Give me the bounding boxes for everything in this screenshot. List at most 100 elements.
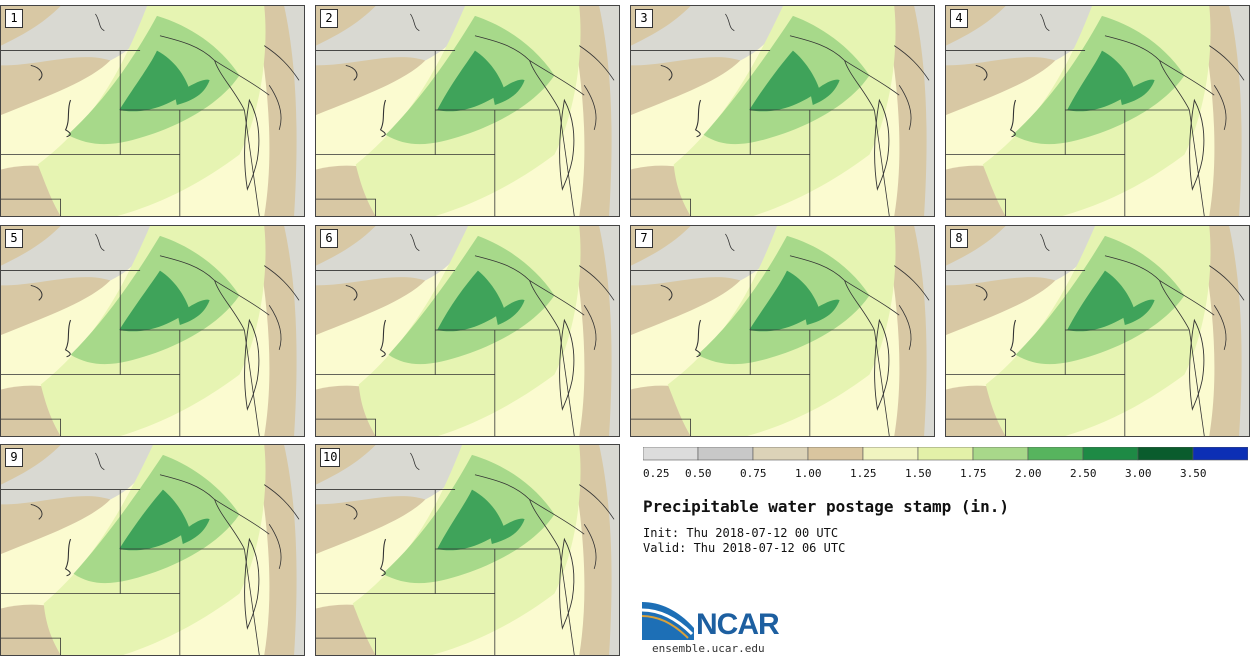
tan-band xyxy=(631,277,741,335)
colorbar-swatch xyxy=(752,447,809,461)
map-field xyxy=(316,6,619,216)
panel-label: 5 xyxy=(5,229,23,248)
colorbar-swatch xyxy=(917,447,974,461)
forecast-panel-2: 2 xyxy=(315,5,620,217)
map-field xyxy=(1,6,304,216)
high-pw-core xyxy=(119,50,190,112)
panel-label: 8 xyxy=(950,229,968,248)
colorbar-tick-label: 1.25 xyxy=(850,467,877,480)
east-gray-region xyxy=(599,6,619,216)
east-gray-region xyxy=(284,6,304,216)
high-pw-core-east xyxy=(492,79,525,106)
east-tan-region xyxy=(1199,6,1249,216)
colorbar-svg: 0.25 0.50 0.75 1.00 1.25 1.50 1.75 2.00 2.50 3.00… xyxy=(643,447,1248,480)
ncar-logo-icon xyxy=(642,602,694,640)
tan-band xyxy=(1,57,111,115)
panel-label: 3 xyxy=(635,9,653,28)
high-pw-core xyxy=(437,489,505,551)
east-tan-region xyxy=(254,445,304,655)
colorbar-tick-label: 2.00 xyxy=(1015,467,1042,480)
east-gray-region xyxy=(599,445,619,655)
map-field xyxy=(631,6,934,216)
tan-band xyxy=(1,496,111,554)
colorbar-swatch xyxy=(1137,447,1194,461)
colorbar-tick-label: 1.75 xyxy=(960,467,987,480)
state-boundaries xyxy=(1,452,300,655)
east-gray-region xyxy=(284,226,304,436)
high-pw-core xyxy=(1067,270,1135,332)
colorbar-swatch xyxy=(1082,447,1139,461)
high-pw-core xyxy=(749,270,820,332)
map-field xyxy=(1,226,304,436)
state-boundaries xyxy=(316,233,615,436)
east-gray-region xyxy=(1229,226,1249,436)
colorbar-tick-label: 0.50 xyxy=(685,467,712,480)
forecast-panel-7: 7 xyxy=(630,225,935,437)
valid-time: Valid: Thu 2018-07-12 06 UTC xyxy=(643,541,846,555)
map-field xyxy=(631,226,934,436)
chart-title: Precipitable water postage stamp (in.) xyxy=(643,497,1010,516)
state-boundaries xyxy=(946,13,1245,216)
colorbar-tick-label: 3.00 xyxy=(1125,467,1152,480)
init-time: Init: Thu 2018-07-12 00 UTC xyxy=(643,526,839,540)
east-gray-region xyxy=(599,226,619,436)
colorbar-swatch xyxy=(643,447,699,461)
tan-band xyxy=(946,57,1056,115)
east-gray-region xyxy=(1229,6,1249,216)
colorbar-swatch xyxy=(972,447,1029,461)
panel-label: 7 xyxy=(635,229,653,248)
high-pw-core xyxy=(119,489,190,551)
high-pw-core xyxy=(1067,50,1135,112)
high-pw-core-east xyxy=(810,79,840,106)
high-pw-core-east xyxy=(495,299,525,326)
panel-label: 1 xyxy=(5,9,23,28)
state-boundaries xyxy=(1,13,300,216)
colorbar-swatch xyxy=(1027,447,1084,461)
east-tan-region xyxy=(254,6,304,216)
high-pw-core xyxy=(437,270,505,332)
colorbar-tick-label: 1.50 xyxy=(905,467,932,480)
map-field xyxy=(316,445,619,655)
colorbar-swatch xyxy=(862,447,919,461)
panel-label: 4 xyxy=(950,9,968,28)
forecast-panel-1: 1 xyxy=(0,5,305,217)
state-boundaries xyxy=(1,233,300,436)
site-url: ensemble.ucar.edu xyxy=(652,642,765,655)
forecast-panel-8: 8 xyxy=(945,225,1250,437)
east-tan-region xyxy=(884,226,934,436)
high-pw-core-east xyxy=(1122,299,1155,326)
state-boundaries xyxy=(316,452,615,655)
high-pw-core-east xyxy=(180,518,210,545)
tan-band xyxy=(946,277,1056,335)
east-gray-region xyxy=(284,445,304,655)
forecast-panel-9: 9 xyxy=(0,444,305,656)
high-pw-core xyxy=(749,50,820,112)
high-pw-core-east xyxy=(177,299,210,326)
tan-band xyxy=(316,496,426,554)
map-field xyxy=(946,226,1249,436)
high-pw-core-east xyxy=(174,79,210,106)
high-pw-core-east xyxy=(489,518,525,545)
panel-label: 6 xyxy=(320,229,338,248)
colorbar-tick-label: 0.75 xyxy=(740,467,767,480)
panel-label: 10 xyxy=(320,448,341,467)
high-pw-core-east xyxy=(804,299,840,326)
forecast-panel-10: 10 xyxy=(315,444,620,656)
state-boundaries xyxy=(631,13,930,216)
east-gray-region xyxy=(914,6,934,216)
colorbar-swatch xyxy=(807,447,864,461)
forecast-panel-5: 5 xyxy=(0,225,305,437)
ncar-logo: NCAR ensemble.ucar.edu xyxy=(642,600,802,656)
high-pw-core xyxy=(119,270,190,332)
map-field xyxy=(316,226,619,436)
state-boundaries xyxy=(946,233,1245,436)
tan-band xyxy=(316,277,426,335)
tan-band xyxy=(316,57,426,115)
colorbar-legend: 0.25 0.50 0.75 1.00 1.25 1.50 1.75 2.00 2.50 3.00… xyxy=(643,447,1248,487)
colorbar-tick-label: 1.00 xyxy=(795,467,822,480)
forecast-panel-6: 6 xyxy=(315,225,620,437)
tan-band xyxy=(1,277,111,335)
map-field xyxy=(946,6,1249,216)
tan-band xyxy=(631,57,741,115)
forecast-panel-3: 3 xyxy=(630,5,935,217)
